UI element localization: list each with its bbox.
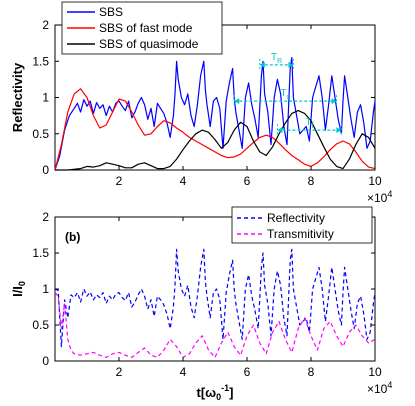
- panel-label: (b): [65, 230, 80, 244]
- y-axis-label: I/I0: [10, 281, 27, 297]
- period-label: TR: [271, 52, 282, 65]
- period-label-sub: f: [311, 123, 313, 130]
- y-tick-label: 0: [42, 163, 49, 177]
- series-line-1: [54, 88, 376, 171]
- x-tick-label: 10: [368, 174, 382, 188]
- x-exponent-power: 4: [387, 380, 392, 390]
- legend-box: [231, 206, 373, 244]
- legend-label: SBS of fast mode: [99, 21, 193, 35]
- period-label-sub: q: [287, 94, 291, 101]
- x-exponent-power: 4: [387, 189, 392, 199]
- y-tick-label: 2: [42, 18, 49, 32]
- panel-b: 2 4 6 8 10 0 0.5 1 1.5 2 ×104 I/I0 t[ω0-1] (b) Reflect…: [10, 206, 392, 402]
- period-arrow-right: [331, 98, 337, 105]
- y-tick-label: 0.5: [32, 318, 49, 332]
- period-arrow-right: [336, 127, 342, 134]
- x-axis-label-end: ]: [229, 385, 233, 400]
- legend-label: SBS: [99, 5, 123, 19]
- y-axis-label: Reflectivity: [10, 62, 25, 132]
- series-line-1: [54, 292, 376, 358]
- x-tick-label: 2: [116, 365, 123, 379]
- x-exponent: ×104: [367, 380, 392, 396]
- period-label-sub: R: [277, 58, 282, 65]
- x-tick-label: 2: [116, 174, 123, 188]
- legend: SBS SBS of fast mode SBS of quasimode: [61, 1, 223, 55]
- period-arrow-left: [259, 61, 265, 68]
- x-tick-label: 4: [180, 174, 187, 188]
- legend-label: Transmitivity: [267, 227, 334, 241]
- x-axis-label: t[ω0-1]: [196, 383, 233, 402]
- x-tick-label: 6: [244, 365, 251, 379]
- y-tick-label: 1: [42, 91, 49, 105]
- x-tick-label: 6: [244, 174, 251, 188]
- y-tick-label: 1: [42, 282, 49, 296]
- panel-a: 24681000.511.52×104Reflectivity(a)SBSSBS…: [10, 1, 392, 205]
- period-label: Tf: [305, 117, 313, 130]
- series-line-2: [55, 109, 376, 171]
- y-tick-label: 2: [42, 210, 49, 224]
- x-tick-label: 8: [308, 365, 315, 379]
- y-tick-label: 0.5: [32, 127, 49, 141]
- x-axis-label-sub: 0: [216, 392, 221, 402]
- legend: Reflectivity Transmitivity: [231, 206, 373, 244]
- x-tick-label: 10: [368, 365, 382, 379]
- x-tick-label: 4: [180, 365, 187, 379]
- legend-label: Reflectivity: [267, 211, 325, 225]
- x-exponent: ×104: [367, 189, 392, 205]
- period-arrow-left: [234, 98, 240, 105]
- legend-label: SBS of quasimode: [99, 37, 199, 51]
- y-tick-label: 1.5: [32, 54, 49, 68]
- period-arrow-right: [288, 61, 294, 68]
- y-tick-label: 1.5: [32, 246, 49, 260]
- period-label: Tq: [280, 88, 290, 101]
- series-line-0: [54, 248, 376, 348]
- x-axis-label-sup: -1: [221, 383, 229, 393]
- period-annotations: TR Tq Tf: [233, 52, 342, 137]
- y-axis-label-sub: 0: [17, 281, 27, 286]
- y-tick-label: 0: [42, 354, 49, 368]
- period-arrow-left: [277, 127, 283, 134]
- x-tick-label: 8: [308, 174, 315, 188]
